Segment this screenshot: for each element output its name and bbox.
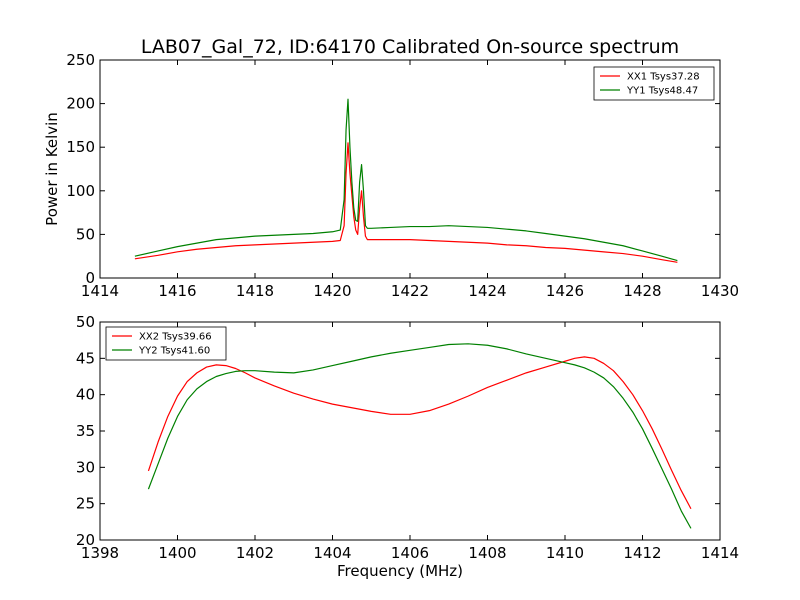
top-y-tick-label: 0 [85, 269, 95, 287]
top-x-tick-label: 1414 [81, 282, 119, 300]
top-y-tick-label: 50 [76, 225, 95, 243]
figure-title: LAB07_Gal_72, ID:64170 Calibrated On-sou… [141, 36, 679, 58]
top-legend [593, 66, 715, 101]
top-x-tick-label: 1422 [391, 282, 429, 300]
bottom-y-tick-label: 40 [76, 386, 95, 404]
top-series-line-1 [134, 142, 678, 263]
top-x-tick-label: 1428 [623, 282, 661, 300]
top-spectrum-plot: 1414 1416 1418 1420 1422 1424 1426 1428 1430 0 50 1… [43, 51, 739, 300]
bottom-series-line-1 [147, 356, 692, 510]
bottom-y-tick-label: 45 [76, 349, 95, 367]
bottom-x-tick-label: 1404 [313, 544, 351, 562]
bottom-series-line-2 [147, 343, 692, 529]
bottom-legend-label-1: XX2 Tsys39.66 [139, 332, 212, 343]
bottom-spectrum-plot: 1398 1400 1402 1404 1406 1408 1410 1412 1414 20 25… [76, 313, 739, 580]
top-y-tick-label: 150 [66, 138, 95, 156]
bottom-x-tick-label: 1406 [391, 544, 429, 562]
bottom-x-axis-label: Frequency (MHz) [337, 562, 463, 580]
bottom-y-tick-label: 50 [76, 313, 95, 331]
bottom-x-tick-label: 1402 [236, 544, 274, 562]
bottom-x-tick-label: 1408 [468, 544, 506, 562]
bottom-x-tick-label: 1414 [701, 544, 739, 562]
bottom-x-tick-label: 1410 [546, 544, 584, 562]
top-y-tick-label: 100 [66, 182, 95, 200]
bottom-y-tick-label: 30 [76, 458, 95, 476]
bottom-x-tick-label: 1398 [81, 544, 119, 562]
bottom-x-tick-label: 1412 [623, 544, 661, 562]
top-y-axis-label: Power in Kelvin [43, 112, 61, 226]
bottom-legend-label-2: YY2 Tsys41.60 [138, 346, 210, 357]
top-x-tick-label: 1420 [313, 282, 351, 300]
top-x-tick-label: 1426 [546, 282, 584, 300]
top-x-tick-label: 1418 [236, 282, 274, 300]
top-legend-label-1: XX1 Tsys37.28 [627, 72, 700, 83]
top-x-tick-label: 1430 [701, 282, 739, 300]
bottom-legend [105, 326, 227, 361]
top-legend-label-2: YY1 Tsys48.47 [626, 86, 698, 97]
top-x-tick-label: 1424 [468, 282, 506, 300]
top-series-line-2 [134, 98, 678, 262]
top-y-tick-label: 200 [66, 95, 95, 113]
bottom-y-tick-label: 35 [76, 422, 95, 440]
top-y-tick-label: 250 [66, 51, 95, 69]
top-x-tick-label: 1416 [158, 282, 196, 300]
bottom-y-tick-label: 20 [76, 531, 95, 549]
bottom-y-tick-label: 25 [76, 495, 95, 513]
bottom-x-tick-label: 1400 [158, 544, 196, 562]
